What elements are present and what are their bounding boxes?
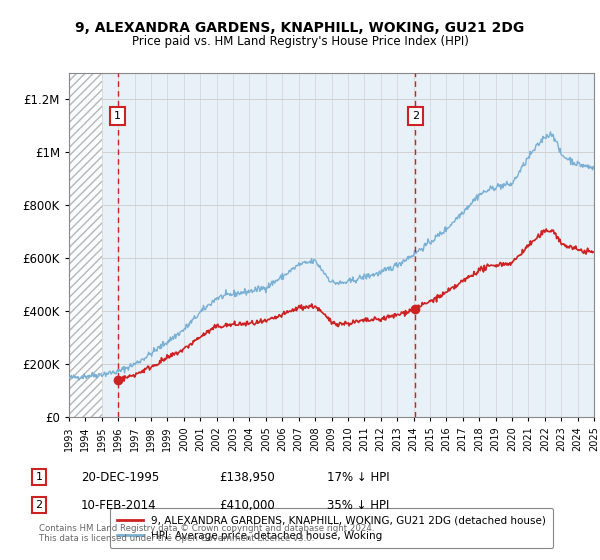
Text: 20-DEC-1995: 20-DEC-1995 [81, 470, 159, 484]
Text: 10-FEB-2014: 10-FEB-2014 [81, 498, 157, 512]
Legend: 9, ALEXANDRA GARDENS, KNAPHILL, WOKING, GU21 2DG (detached house), HPI: Average : 9, ALEXANDRA GARDENS, KNAPHILL, WOKING, … [110, 508, 553, 548]
Text: 2: 2 [412, 111, 419, 121]
Text: 35% ↓ HPI: 35% ↓ HPI [327, 498, 389, 512]
Text: 9, ALEXANDRA GARDENS, KNAPHILL, WOKING, GU21 2DG: 9, ALEXANDRA GARDENS, KNAPHILL, WOKING, … [76, 21, 524, 35]
Text: 1: 1 [35, 472, 43, 482]
Bar [69, 73, 102, 417]
Text: £138,950: £138,950 [219, 470, 275, 484]
Text: 2: 2 [35, 500, 43, 510]
Text: Price paid vs. HM Land Registry's House Price Index (HPI): Price paid vs. HM Land Registry's House … [131, 35, 469, 48]
Text: 17% ↓ HPI: 17% ↓ HPI [327, 470, 389, 484]
Text: Contains HM Land Registry data © Crown copyright and database right 2024.
This d: Contains HM Land Registry data © Crown c… [39, 524, 374, 543]
Text: £410,000: £410,000 [219, 498, 275, 512]
Text: 1: 1 [114, 111, 121, 121]
